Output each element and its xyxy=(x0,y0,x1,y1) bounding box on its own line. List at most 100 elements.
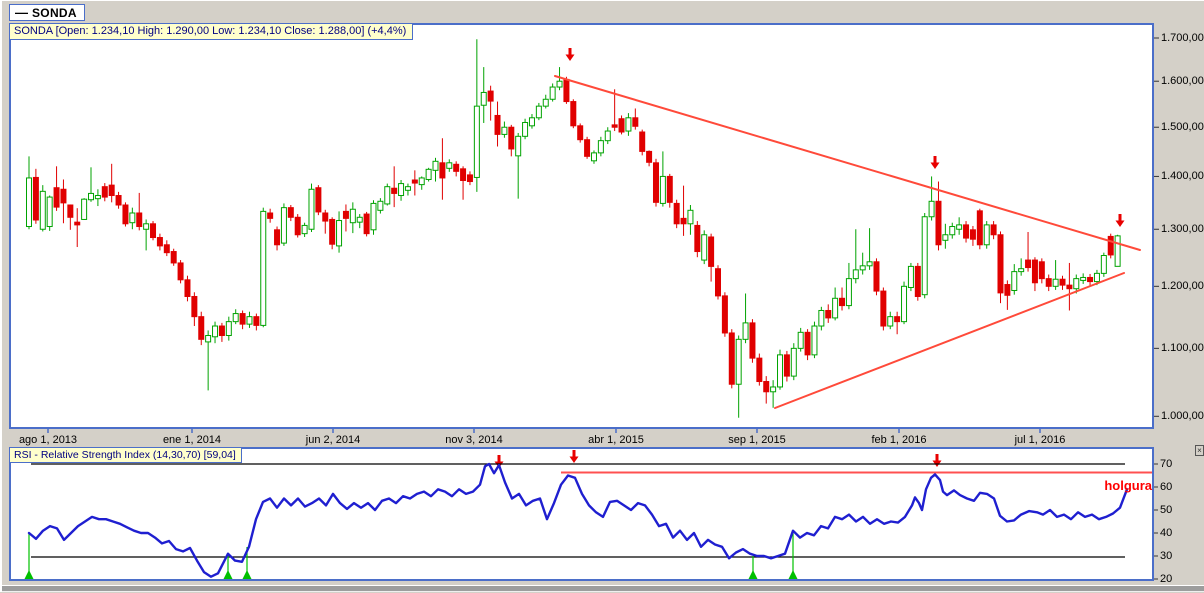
candle-body xyxy=(880,290,887,327)
candle-body xyxy=(122,204,129,225)
candle-body xyxy=(673,202,680,225)
candle-body xyxy=(570,101,577,127)
candle-body xyxy=(797,331,804,349)
candle-body xyxy=(1018,268,1025,273)
candle-body xyxy=(783,354,790,377)
candle-body xyxy=(694,224,701,253)
candle-body xyxy=(198,316,205,340)
candle-body xyxy=(818,309,825,327)
candle-body xyxy=(156,237,163,247)
candle-body xyxy=(914,265,921,297)
candle-body xyxy=(701,234,708,261)
candle-body xyxy=(563,78,570,103)
candle-body xyxy=(404,186,411,191)
candle-body xyxy=(74,221,81,226)
price-axis-label: 1.000,00 xyxy=(1161,410,1204,423)
candle-body xyxy=(508,126,515,150)
candle-body xyxy=(446,162,453,169)
down-arrow-icon xyxy=(568,48,572,56)
candle-body xyxy=(342,210,349,219)
candle-body xyxy=(363,213,370,235)
candle-body xyxy=(715,268,721,297)
candle-body xyxy=(280,207,287,244)
candle-body xyxy=(522,121,529,137)
candle-body xyxy=(652,162,659,203)
candle-body xyxy=(460,168,467,182)
candle-body xyxy=(1031,259,1038,284)
candle-body xyxy=(632,117,639,127)
candle-body xyxy=(873,261,880,292)
panel-close-icon[interactable]: × xyxy=(1195,445,1204,456)
time-axis-label: ene 1, 2014 xyxy=(162,434,222,446)
candle-body xyxy=(590,152,597,162)
buy-signal-triangle-icon xyxy=(788,570,798,579)
candle-body xyxy=(108,184,115,197)
candle-body xyxy=(384,186,391,205)
candle-body xyxy=(1107,235,1114,256)
candle-body xyxy=(101,186,108,198)
candle-body xyxy=(191,295,198,318)
candle-body xyxy=(852,269,859,280)
price-axis-label: 1.200,00 xyxy=(1161,280,1204,293)
candle-body xyxy=(1004,284,1011,296)
candle-body xyxy=(253,316,260,326)
candle-body xyxy=(542,98,549,107)
candle-body xyxy=(618,118,625,133)
candle-body xyxy=(894,316,901,323)
rsi-line xyxy=(27,462,1129,578)
candle-body xyxy=(480,91,487,106)
candle-body xyxy=(708,236,715,267)
candle-body xyxy=(53,187,60,208)
candle-body xyxy=(32,176,39,221)
candle-body xyxy=(322,212,329,222)
candle-body xyxy=(246,316,253,325)
candle-body xyxy=(763,381,770,393)
candle-body xyxy=(329,218,336,245)
time-axis-label: ago 1, 2013 xyxy=(18,434,78,446)
time-axis-label: sep 1, 2015 xyxy=(728,434,786,446)
candle-body xyxy=(67,204,74,218)
candle-body xyxy=(136,212,143,228)
down-arrow-icon xyxy=(1115,220,1125,227)
candle-body xyxy=(639,131,646,152)
candle-body xyxy=(604,130,611,142)
candle-body xyxy=(928,200,935,218)
candle-body xyxy=(487,90,494,102)
candle-body xyxy=(1087,276,1094,283)
buy-signal-triangle-icon xyxy=(748,570,758,579)
candle-body xyxy=(1114,235,1121,267)
candle-body xyxy=(1025,259,1032,269)
candle-body xyxy=(432,160,439,171)
candle-body xyxy=(597,140,604,154)
candle-body xyxy=(584,139,591,157)
time-axis-label: jun 2, 2014 xyxy=(305,434,361,446)
candle-body xyxy=(287,207,294,218)
legend[interactable]: — SONDA xyxy=(9,4,85,21)
rsi-indicator-panel[interactable] xyxy=(9,447,1154,581)
candle-body xyxy=(528,117,535,127)
candle-body xyxy=(212,325,219,338)
candle-body xyxy=(866,261,873,267)
candle-body xyxy=(1080,276,1087,281)
candle-body xyxy=(1011,271,1018,291)
legend-symbol: SONDA xyxy=(32,5,77,20)
candle-body xyxy=(205,335,212,343)
candle-body xyxy=(825,309,832,319)
candle-body xyxy=(907,265,914,289)
candle-body xyxy=(115,195,122,206)
rsi-axis-label: 60 xyxy=(1160,481,1173,493)
candle-body xyxy=(349,208,356,224)
candle-body xyxy=(756,357,763,383)
candle-body xyxy=(377,200,384,211)
candle-body xyxy=(777,354,784,388)
candle-body xyxy=(60,188,67,204)
down-arrow-icon xyxy=(933,156,937,164)
candle-body xyxy=(232,313,239,323)
candle-body xyxy=(1066,284,1073,290)
candle-body xyxy=(184,279,191,297)
holgura-annotation: holgura xyxy=(1104,478,1152,493)
price-axis-label: 1.100,00 xyxy=(1161,342,1204,355)
candle-body xyxy=(81,198,88,220)
candle-body xyxy=(549,86,556,100)
